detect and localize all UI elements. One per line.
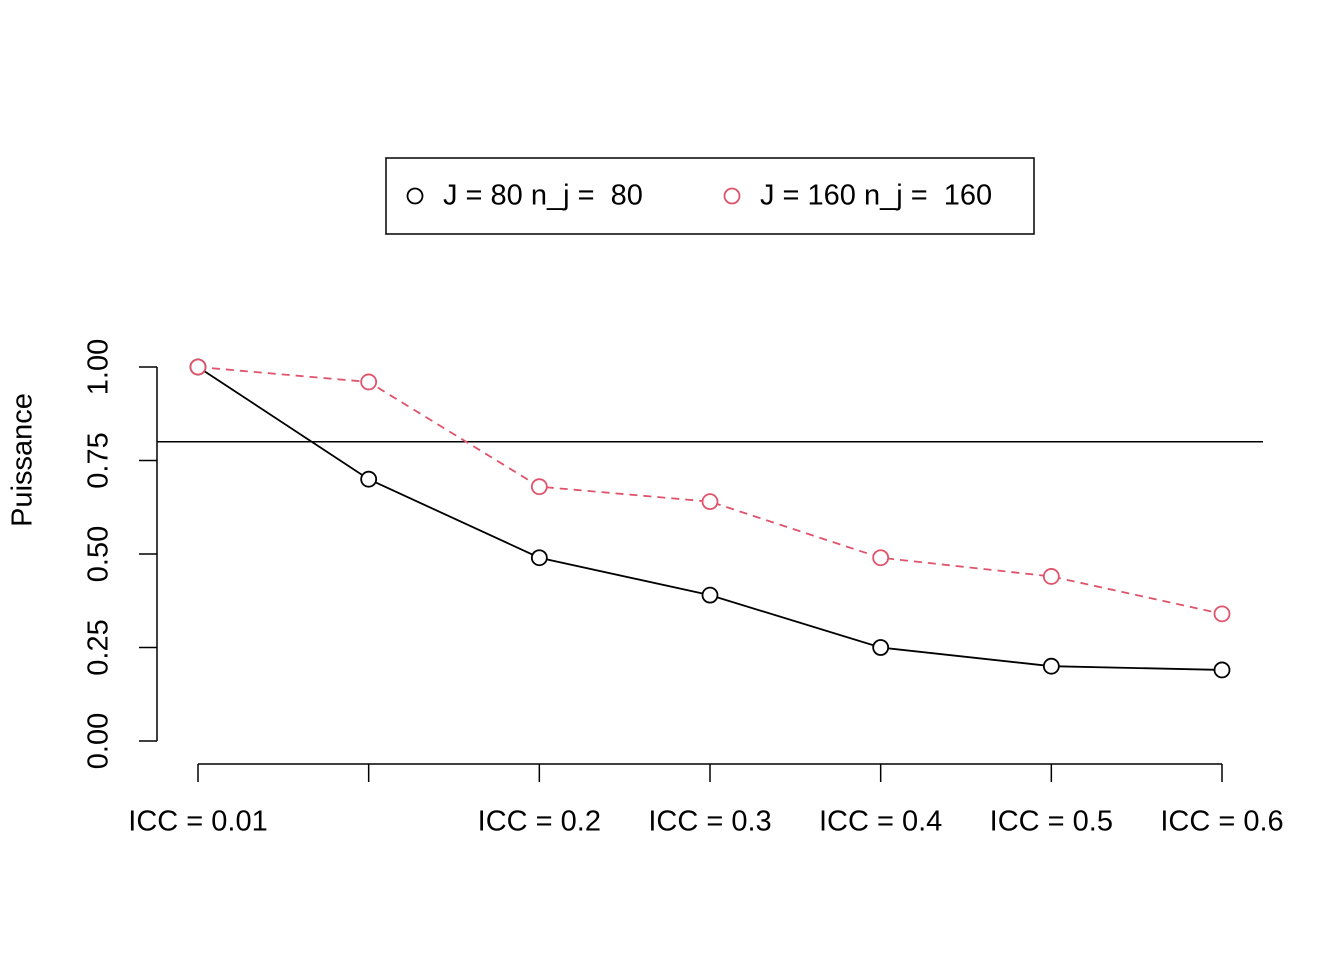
y-tick-label: 0.00 bbox=[83, 713, 115, 769]
x-tick-label: ICC = 0.4 bbox=[819, 806, 942, 838]
x-tick-label: ICC = 0.6 bbox=[1160, 806, 1283, 838]
point bbox=[1213, 661, 1231, 679]
point bbox=[360, 470, 378, 488]
x-tick-label: ICC = 0.01 bbox=[128, 806, 267, 838]
legend-marker bbox=[406, 187, 424, 205]
y-tick-label: 0.75 bbox=[83, 432, 115, 488]
y-tick-label: 0.25 bbox=[83, 619, 115, 675]
legend-marker bbox=[723, 187, 741, 205]
point bbox=[872, 639, 890, 656]
point bbox=[701, 586, 719, 604]
point bbox=[872, 549, 890, 567]
legend-box bbox=[385, 157, 1035, 235]
series-line bbox=[197, 366, 1223, 615]
point bbox=[1042, 568, 1060, 585]
point bbox=[1042, 657, 1060, 675]
point bbox=[1213, 605, 1231, 623]
point bbox=[189, 358, 207, 376]
x-tick-label: ICC = 0.5 bbox=[990, 806, 1113, 838]
legend-label: J = 160 n_j = 160 bbox=[760, 180, 992, 212]
x-tick-label: ICC = 0.3 bbox=[648, 806, 771, 838]
y-tick-label: 1.00 bbox=[83, 339, 115, 395]
point bbox=[530, 478, 548, 496]
point bbox=[530, 549, 548, 567]
y-tick-label: 0.50 bbox=[83, 526, 115, 582]
legend-label: J = 80 n_j = 80 bbox=[443, 180, 643, 212]
series-line bbox=[197, 366, 1223, 671]
point bbox=[360, 373, 378, 391]
y-axis-label: Puissance bbox=[7, 393, 39, 527]
x-tick-label: ICC = 0.2 bbox=[478, 806, 601, 838]
point bbox=[701, 493, 719, 511]
